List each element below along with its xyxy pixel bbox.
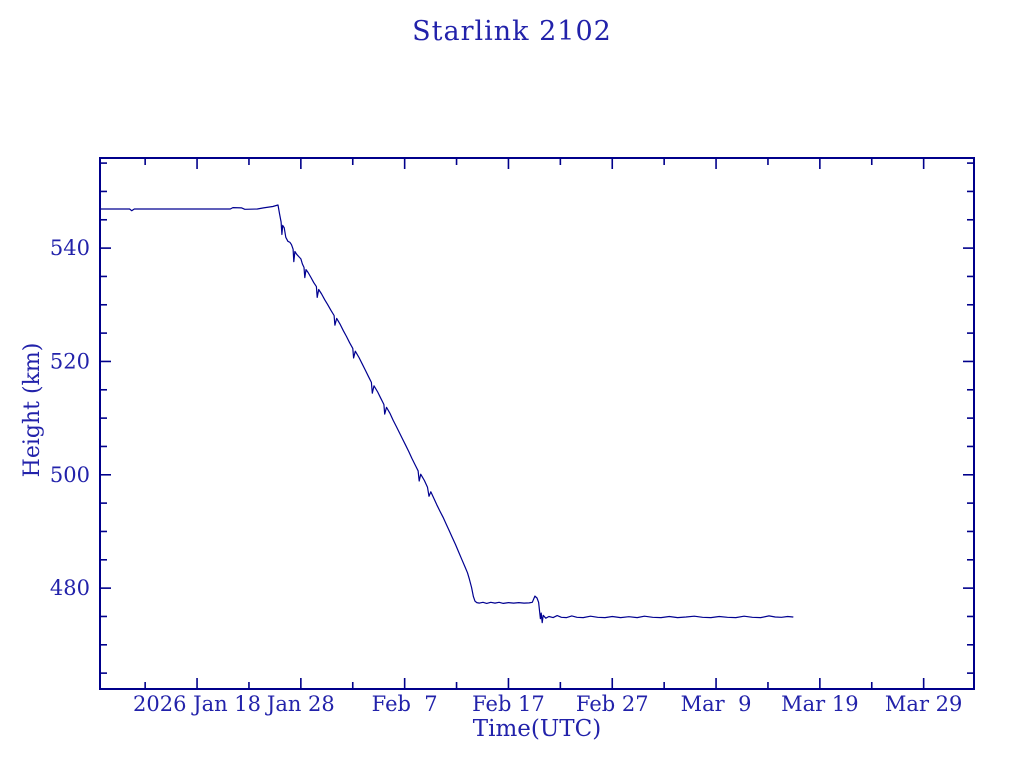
chart-title: Starlink 2102 (412, 16, 612, 47)
x-tick-label: Jan 28 (265, 692, 335, 716)
height-curve (99, 204, 794, 624)
x-tick-label: Feb 17 (472, 692, 545, 716)
x-tick-label: Feb 7 (372, 692, 438, 716)
x-tick-label: Mar 9 (681, 692, 752, 716)
y-tick-label: 520 (50, 349, 90, 373)
y-tick-label: 540 (50, 236, 90, 260)
x-tick-label: Mar 29 (885, 692, 962, 716)
x-axis-title: Time(UTC) (472, 716, 602, 742)
y-tick-label: 480 (50, 576, 90, 600)
x-tick-label: Feb 27 (576, 692, 649, 716)
y-tick-label: 500 (50, 463, 90, 487)
plot-frame (99, 157, 975, 690)
x-tick-label: 2026 Jan 18 (133, 692, 261, 716)
x-tick-label: Mar 19 (781, 692, 858, 716)
